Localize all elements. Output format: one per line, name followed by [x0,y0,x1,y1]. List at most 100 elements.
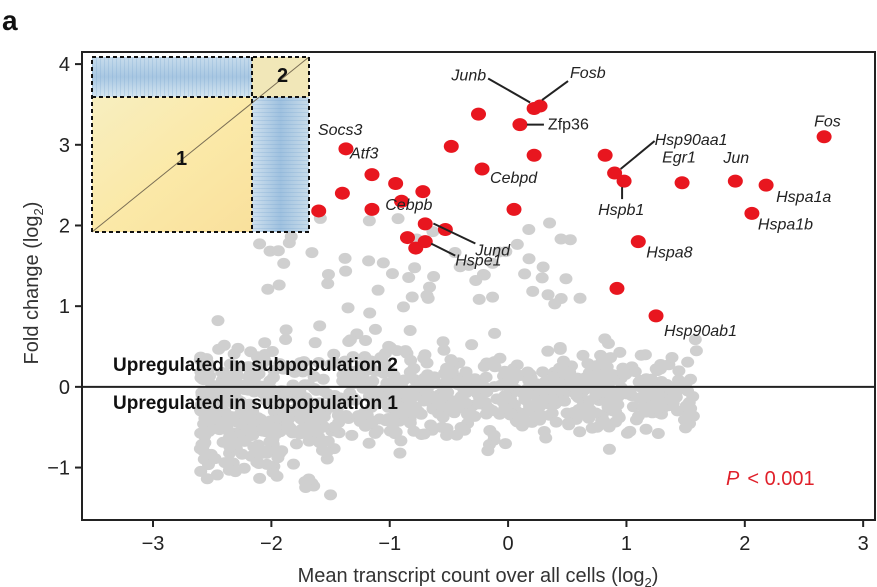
gene-point-junb [526,101,542,115]
y-tick-label: 2 [59,215,70,237]
background-point [559,273,573,285]
background-point [238,435,252,447]
background-point [362,255,376,267]
background-point [681,410,695,422]
y-tick-label: 0 [59,377,70,399]
background-point [460,408,474,420]
background-point [688,334,702,346]
plot-frame [81,51,876,521]
upper-region-label: Upregulated in subpopulation 2 [113,355,398,376]
x-tick-label: 1 [621,533,632,555]
background-point [665,351,679,363]
background-point [408,262,422,274]
background-point [368,323,382,335]
background-point [209,405,223,417]
y-tick-label: −1 [47,458,70,480]
background-point [261,283,275,295]
background-point [549,416,563,428]
background-point [629,414,643,426]
background-point [394,435,408,447]
background-point [559,366,573,378]
background-point [233,426,247,438]
x-tick-label: −1 [378,533,401,555]
highlighted-point [399,231,415,245]
background-point [435,421,449,433]
background-point [424,419,438,431]
background-point [265,345,279,357]
background-point [313,320,327,332]
background-point [689,345,703,357]
background-point [327,348,341,360]
background-point [260,458,274,470]
background-point [242,398,256,410]
background-point [272,279,286,291]
background-point [597,415,611,427]
leader-line-fosb [541,80,569,101]
background-point [636,401,650,413]
background-point [336,375,350,387]
background-point [420,289,434,301]
x-tick-label: −2 [260,533,283,555]
background-point [621,387,635,399]
background-point [562,419,576,431]
background-point [672,365,686,377]
background-point [609,416,623,428]
background-point [536,366,550,378]
background-point [343,387,357,399]
leader-line-junb [487,77,531,104]
background-point [529,411,543,423]
leader-line-hspe1 [430,242,456,257]
background-point [472,293,486,305]
inset-border [91,56,310,233]
highlighted-point [311,204,327,218]
background-point [583,404,597,416]
background-point [341,302,355,314]
background-point [639,423,653,435]
background-point [506,374,520,386]
background-point [251,352,265,364]
highlighted-point [388,177,404,191]
background-point [321,268,335,280]
background-point [459,366,473,378]
background-point [324,489,338,501]
background-point [282,237,296,249]
background-point [227,348,241,360]
background-point [486,291,500,303]
background-point [297,356,311,368]
background-point [526,285,540,297]
background-point [535,272,549,284]
background-point [339,265,353,277]
background-point [438,390,452,402]
background-point [385,268,399,280]
background-point [436,336,450,348]
gene-label-junb: Junb [450,67,486,84]
background-point [343,334,357,346]
x-tick-label: 2 [739,533,750,555]
gene-point-cebpd [474,162,490,176]
background-point [262,444,276,456]
background-point [476,269,490,281]
background-point [294,424,308,436]
background-point [644,373,658,385]
background-point [279,334,293,346]
background-point [346,351,360,363]
background-point [541,289,555,301]
background-point [277,257,291,269]
background-point [554,233,568,245]
background-point [289,438,303,450]
background-point [302,473,316,485]
gene-label-jund: Jund [474,243,511,260]
background-point [369,386,383,398]
highlighted-point [609,281,625,295]
background-point [613,346,627,358]
x-tick-label: 0 [503,533,514,555]
gene-point-socs3 [338,142,354,156]
background-point [212,343,226,355]
panel-letter: a [2,5,18,36]
gene-point-egr1 [674,176,690,190]
background-point [366,415,380,427]
background-point [518,387,532,399]
background-point [417,395,431,407]
gene-label-hspa1a: Hspa1a [776,189,831,206]
p-value-annotation: P < 0.001 [726,468,815,490]
